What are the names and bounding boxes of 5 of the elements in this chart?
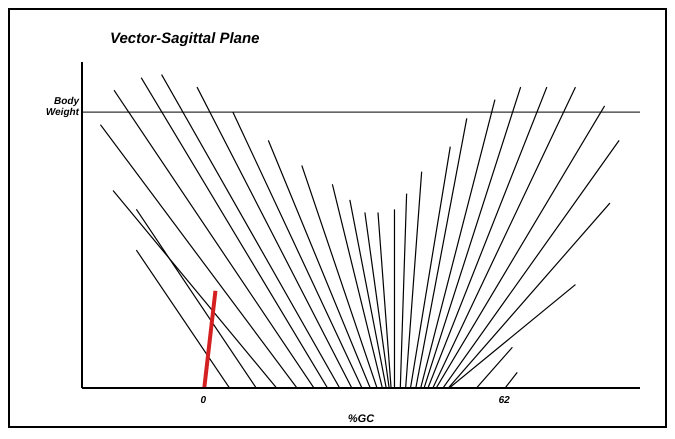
x-tick-label: 62 — [498, 395, 510, 406]
x-axis-title: %GC — [348, 413, 376, 425]
chart-title: Vector-Sagittal Plane — [110, 30, 260, 47]
x-tick-label: 0 — [200, 395, 207, 406]
ref-line-label: Body Weight — [46, 96, 80, 118]
